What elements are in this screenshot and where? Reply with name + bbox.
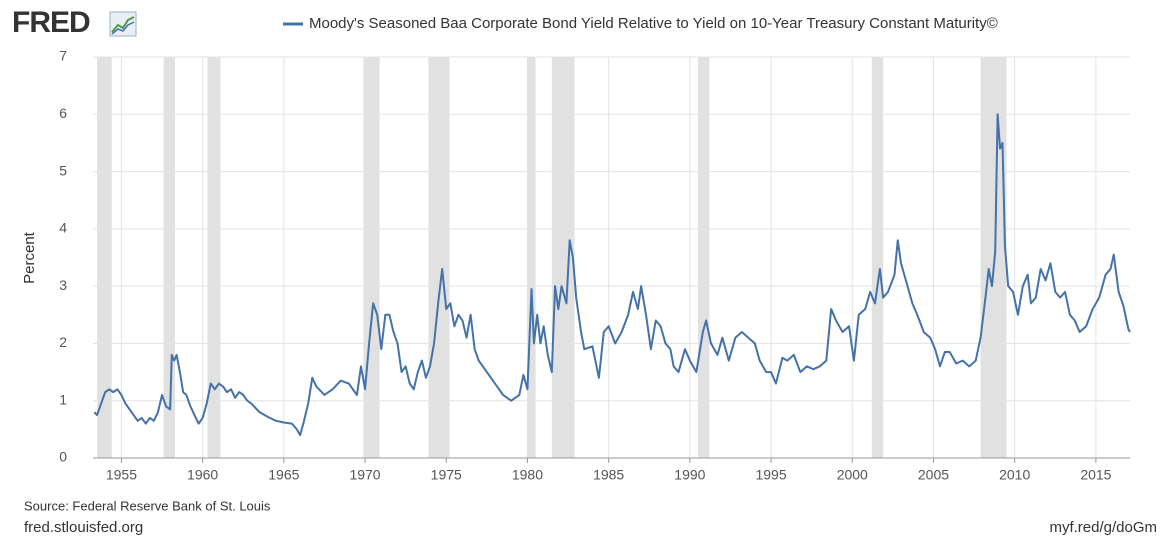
x-tick-label: 1955 bbox=[106, 467, 137, 483]
y-tick-label: 6 bbox=[59, 105, 67, 121]
short-link: myf.red/g/doGm bbox=[1049, 519, 1157, 536]
y-tick-label: 4 bbox=[59, 220, 67, 236]
x-tick-label: 1980 bbox=[512, 467, 543, 483]
y-axis-label: Percent bbox=[21, 231, 38, 284]
x-tick-label: 1995 bbox=[755, 467, 786, 483]
source: Source: Federal Reserve Bank of St. Loui… bbox=[24, 498, 271, 513]
recession-band bbox=[428, 57, 450, 458]
legend-label: Moody's Seasoned Baa Corporate Bond Yiel… bbox=[309, 15, 998, 32]
recession-band bbox=[697, 57, 710, 458]
y-tick-label: 5 bbox=[59, 162, 67, 178]
x-tick-label: 2010 bbox=[999, 467, 1030, 483]
y-tick-label: 7 bbox=[59, 48, 67, 64]
x-tick-label: 1965 bbox=[268, 467, 299, 483]
x-tick-label: 2005 bbox=[918, 467, 949, 483]
recession-band bbox=[163, 57, 176, 458]
site: fred.stlouisfed.org bbox=[24, 519, 143, 536]
recession-band bbox=[363, 57, 380, 458]
y-tick-label: 2 bbox=[59, 334, 67, 350]
recession-band bbox=[871, 57, 884, 458]
y-tick-label: 1 bbox=[59, 391, 67, 407]
x-tick-label: 1990 bbox=[674, 467, 705, 483]
recession-band bbox=[97, 57, 112, 458]
x-tick-label: 1985 bbox=[593, 467, 624, 483]
x-tick-label: 2015 bbox=[1080, 467, 1111, 483]
recession-band bbox=[527, 57, 536, 458]
recession-band bbox=[551, 57, 575, 458]
x-tick-label: 1970 bbox=[349, 467, 380, 483]
y-tick-label: 3 bbox=[59, 277, 67, 293]
x-tick-label: 1975 bbox=[431, 467, 462, 483]
y-tick-label: 0 bbox=[59, 449, 67, 465]
x-tick-label: 2000 bbox=[837, 467, 868, 483]
logo-icon bbox=[109, 11, 137, 37]
recession-band bbox=[980, 57, 1007, 458]
recession-band bbox=[207, 57, 221, 458]
series-line bbox=[93, 113, 1131, 437]
x-tick-label: 1960 bbox=[187, 467, 218, 483]
logo: FRED bbox=[12, 6, 90, 39]
